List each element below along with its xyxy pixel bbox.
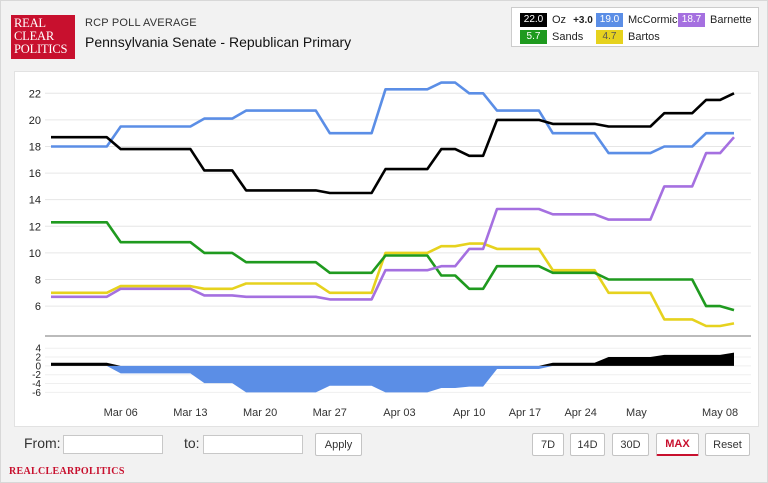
- x-tick-label: May 08: [702, 407, 738, 419]
- x-tick-label: Mar 06: [104, 407, 138, 419]
- y-tick-label: 16: [29, 168, 41, 180]
- series-line-sands: [51, 221, 735, 312]
- x-tick-label: Apr 17: [509, 407, 541, 419]
- y-tick-label: 6: [35, 301, 41, 313]
- x-tick-label: Apr 10: [453, 407, 485, 419]
- legend-item-mccormick[interactable]: 19.0 McCormick: [596, 13, 683, 27]
- x-tick-label: May: [626, 407, 647, 419]
- legend-name-bartos: Bartos: [628, 31, 660, 43]
- legend-value-oz: 22.0: [520, 13, 547, 27]
- x-tick-label: Mar 13: [173, 407, 207, 419]
- series-line-oz: [51, 92, 735, 195]
- footer-brand: REALCLEARPOLITICS: [9, 466, 125, 477]
- y-tick-label: 8: [35, 274, 41, 286]
- x-tick-label: Mar 27: [313, 407, 347, 419]
- spread-tick-label: -6: [32, 388, 41, 399]
- x-tick-label: Apr 24: [564, 407, 596, 419]
- apply-button[interactable]: Apply: [315, 433, 362, 456]
- y-tick-label: 14: [29, 195, 41, 207]
- spread-tick-label: 2: [35, 353, 41, 364]
- legend-name-sands: Sands: [552, 31, 584, 43]
- legend-name-barnette: Barnette: [710, 14, 752, 26]
- legend-name-oz: Oz: [552, 14, 567, 26]
- chart-kicker: RCP POLL AVERAGE: [85, 17, 197, 29]
- y-tick-label: 20: [29, 115, 41, 127]
- y-tick-label: 22: [29, 88, 41, 100]
- from-label: From:: [24, 435, 61, 451]
- range-14d-button[interactable]: 14D: [570, 433, 605, 456]
- reset-button[interactable]: Reset: [705, 433, 750, 456]
- chart-title: Pennsylvania Senate - Republican Primary: [85, 34, 352, 50]
- series-line-barnette: [51, 136, 735, 301]
- to-date-input[interactable]: [203, 435, 303, 454]
- series-line-bartos: [51, 242, 735, 328]
- logo-line-politics: POLITICS: [14, 42, 68, 56]
- plot-area[interactable]: 6 8 10 12 14 16 18 20 22 4 2 0 -2 -4 -6 Mar 06 Mar 13 Mar…: [14, 71, 759, 427]
- legend-spread-oz: +3.0: [573, 14, 593, 26]
- series-line-mccormick: [51, 81, 734, 155]
- spread-tick-label: -4: [32, 379, 41, 390]
- legend-item-bartos[interactable]: 4.7 Bartos: [596, 30, 660, 44]
- range-30d-button[interactable]: 30D: [612, 433, 649, 456]
- to-label: to:: [184, 435, 200, 451]
- spread-tick-label: -2: [32, 370, 41, 381]
- logo-line-real: REAL: [14, 16, 46, 30]
- legend-value-sands: 5.7: [520, 30, 547, 44]
- legend-value-barnette: 18.7: [678, 13, 705, 27]
- legend-item-barnette[interactable]: 18.7 Barnette: [678, 13, 752, 27]
- y-tick-label: 10: [29, 248, 41, 260]
- spread-area-positive: [51, 352, 734, 366]
- legend: 22.0 Oz +3.0 19.0 McCormick 18.7 Barnett…: [511, 7, 759, 47]
- rcp-logo: REAL CLEAR POLITICS: [11, 15, 75, 59]
- logo-line-clear: CLEAR: [14, 29, 54, 43]
- range-7d-button[interactable]: 7D: [532, 433, 564, 456]
- legend-value-bartos: 4.7: [596, 30, 623, 44]
- legend-item-sands[interactable]: 5.7 Sands: [520, 30, 583, 44]
- range-max-button[interactable]: MAX: [656, 433, 699, 456]
- y-tick-label: 18: [29, 141, 41, 153]
- legend-name-mccormick: McCormick: [628, 14, 683, 26]
- legend-item-oz[interactable]: 22.0 Oz +3.0: [520, 13, 599, 27]
- spread-area-negative: [51, 365, 734, 393]
- x-tick-label: Mar 20: [243, 407, 277, 419]
- legend-value-mccormick: 19.0: [596, 13, 623, 27]
- from-date-input[interactable]: [63, 435, 163, 454]
- spread-tick-label: 0: [35, 361, 41, 372]
- y-tick-label: 12: [29, 221, 41, 233]
- spread-tick-label: 4: [35, 344, 41, 355]
- x-tick-label: Apr 03: [383, 407, 415, 419]
